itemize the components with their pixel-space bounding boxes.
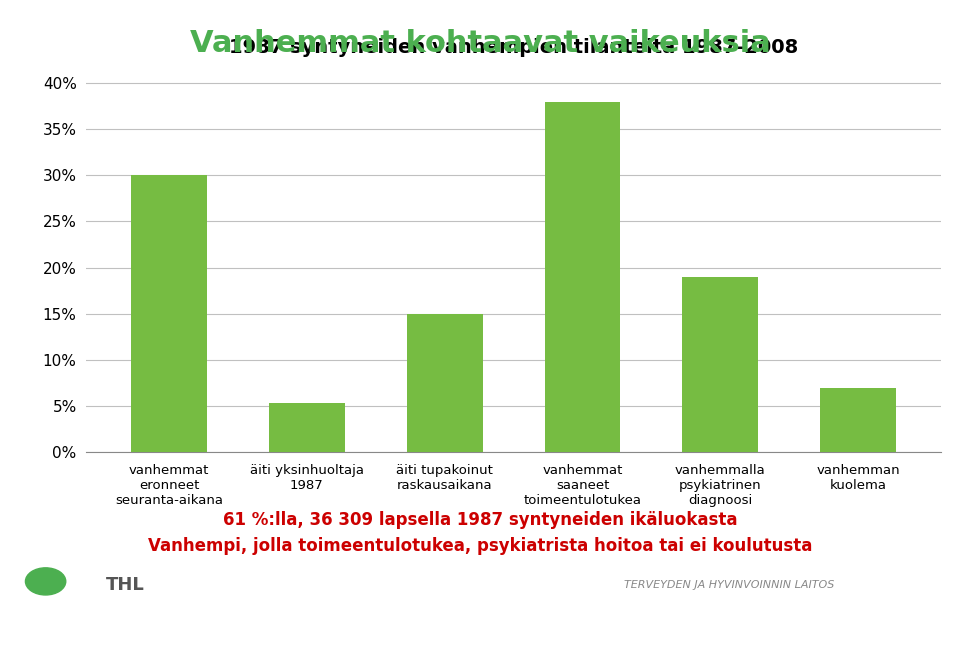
Bar (820, 388, 896, 452)
Text: 13: 13 (917, 621, 936, 636)
Text: Vanhemmat kohtaavat vaikeuksia: Vanhemmat kohtaavat vaikeuksia (190, 29, 770, 58)
Bar (132, 175, 207, 452)
Circle shape (25, 568, 65, 595)
Text: 61 %:lla, 36 309 lapsella 1987 syntyneiden ikäluokasta: 61 %:lla, 36 309 lapsella 1987 syntyneid… (223, 511, 737, 529)
Text: THL: THL (106, 576, 144, 594)
Bar (683, 277, 758, 452)
Text: Vanhempi, jolla toimeentulotukea, psykiatrista hoitoa tai ei koulutusta: Vanhempi, jolla toimeentulotukea, psykia… (148, 537, 812, 555)
Bar (269, 403, 345, 452)
Text: TERVEYDEN JA HYVINVOINNIN LAITOS: TERVEYDEN JA HYVINVOINNIN LAITOS (624, 580, 834, 590)
Bar (544, 101, 620, 452)
Bar (407, 314, 483, 452)
Text: 1987 syntyneiden vanhempien tilanteita 1987-2008: 1987 syntyneiden vanhempien tilanteita 1… (229, 38, 798, 57)
